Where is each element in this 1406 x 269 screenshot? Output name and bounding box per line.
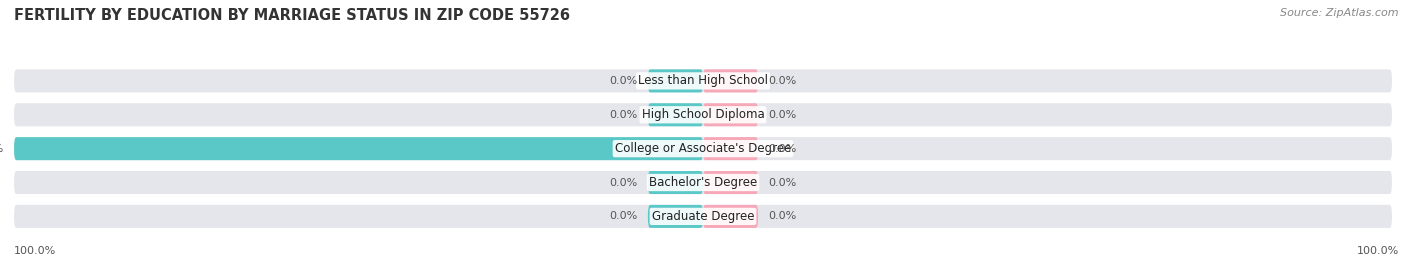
Text: FERTILITY BY EDUCATION BY MARRIAGE STATUS IN ZIP CODE 55726: FERTILITY BY EDUCATION BY MARRIAGE STATU… — [14, 8, 569, 23]
FancyBboxPatch shape — [703, 171, 758, 194]
Text: 0.0%: 0.0% — [609, 110, 637, 120]
Text: 0.0%: 0.0% — [609, 211, 637, 221]
Text: Source: ZipAtlas.com: Source: ZipAtlas.com — [1281, 8, 1399, 18]
Text: High School Diploma: High School Diploma — [641, 108, 765, 121]
Text: 0.0%: 0.0% — [769, 178, 797, 187]
Text: Less than High School: Less than High School — [638, 75, 768, 87]
FancyBboxPatch shape — [14, 171, 1392, 194]
Text: College or Associate's Degree: College or Associate's Degree — [614, 142, 792, 155]
Text: 0.0%: 0.0% — [769, 76, 797, 86]
Text: Bachelor's Degree: Bachelor's Degree — [650, 176, 756, 189]
FancyBboxPatch shape — [703, 103, 758, 126]
Text: 100.0%: 100.0% — [14, 246, 56, 256]
FancyBboxPatch shape — [14, 137, 703, 160]
FancyBboxPatch shape — [648, 103, 703, 126]
FancyBboxPatch shape — [703, 137, 758, 160]
FancyBboxPatch shape — [14, 137, 1392, 160]
FancyBboxPatch shape — [703, 205, 758, 228]
Text: 100.0%: 100.0% — [1357, 246, 1399, 256]
Text: 0.0%: 0.0% — [609, 76, 637, 86]
FancyBboxPatch shape — [648, 205, 703, 228]
Text: 0.0%: 0.0% — [769, 110, 797, 120]
Text: 0.0%: 0.0% — [769, 211, 797, 221]
Text: 0.0%: 0.0% — [769, 144, 797, 154]
Text: 100.0%: 100.0% — [0, 144, 4, 154]
FancyBboxPatch shape — [14, 103, 1392, 126]
FancyBboxPatch shape — [703, 69, 758, 93]
FancyBboxPatch shape — [648, 69, 703, 93]
FancyBboxPatch shape — [14, 69, 1392, 93]
Text: 0.0%: 0.0% — [609, 178, 637, 187]
FancyBboxPatch shape — [14, 205, 1392, 228]
FancyBboxPatch shape — [648, 171, 703, 194]
Text: Graduate Degree: Graduate Degree — [652, 210, 754, 223]
